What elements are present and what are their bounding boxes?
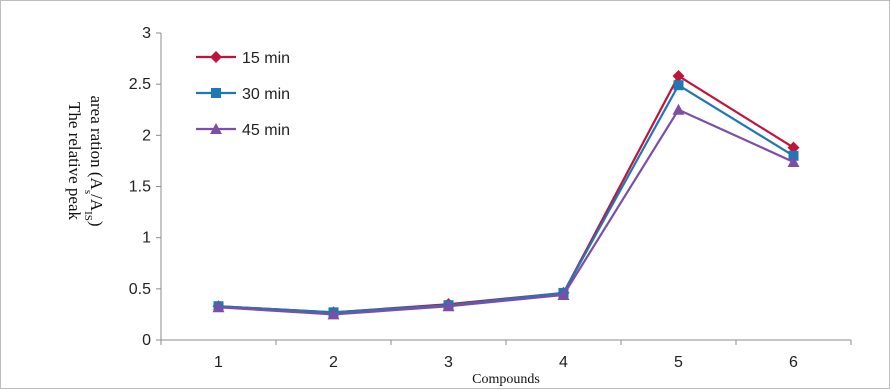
data-point <box>787 141 800 154</box>
y-tick-label: 2.5 <box>129 76 151 93</box>
y-tick-label: 2 <box>142 127 151 144</box>
legend-label: 15 min <box>242 50 290 67</box>
series-2 <box>213 80 799 318</box>
data-point <box>672 103 685 115</box>
y-tick-labels: 0 0.5 1 1.5 2 2.5 3 <box>129 25 151 349</box>
x-tick-labels: 1 2 3 4 5 6 <box>214 354 798 371</box>
series-line <box>218 74 795 314</box>
legend-item: 15 min <box>196 50 290 67</box>
x-axis-title: Compounds <box>472 372 540 387</box>
data-point <box>672 69 685 82</box>
legend-marker <box>210 123 222 134</box>
y-tick-label: 1 <box>142 230 151 247</box>
legend-item: 30 min <box>196 86 290 103</box>
legend-marker <box>211 88 221 98</box>
legend-label: 45 min <box>242 122 290 139</box>
series-1 <box>212 69 800 319</box>
legend-label: 30 min <box>242 86 290 103</box>
x-tick-label: 4 <box>559 354 568 371</box>
legend-item: 45 min <box>196 122 290 139</box>
data-point <box>327 308 340 320</box>
data-point <box>442 300 455 312</box>
y-tick-label: 3 <box>142 25 151 42</box>
data-point <box>212 301 225 313</box>
data-point <box>557 288 570 300</box>
y-tick-label: 1.5 <box>129 179 151 196</box>
x-tick-label: 5 <box>674 354 683 371</box>
x-tick-label: 6 <box>789 354 798 371</box>
legend: 15 min 30 min 45 min <box>196 50 290 139</box>
data-point <box>787 155 800 167</box>
y-tick-label: 0.5 <box>129 281 151 298</box>
data-point <box>673 80 684 91</box>
axes <box>156 32 852 345</box>
x-tick-label: 1 <box>214 354 223 371</box>
series-layer <box>212 69 800 320</box>
legend-marker <box>210 51 222 63</box>
series-line <box>218 83 795 314</box>
y-axis-title-line1: The relative peak <box>65 102 84 220</box>
series-line <box>218 108 794 316</box>
x-tick-label: 2 <box>329 354 338 371</box>
series-3 <box>212 103 800 320</box>
data-point <box>788 150 799 161</box>
y-axis-title: The relative peak area ration (As/AIS) <box>65 95 106 226</box>
x-tick-label: 3 <box>444 354 453 371</box>
y-tick-label: 0 <box>142 332 151 349</box>
y-axis-title-line2: area ration (As/AIS) <box>82 95 106 226</box>
